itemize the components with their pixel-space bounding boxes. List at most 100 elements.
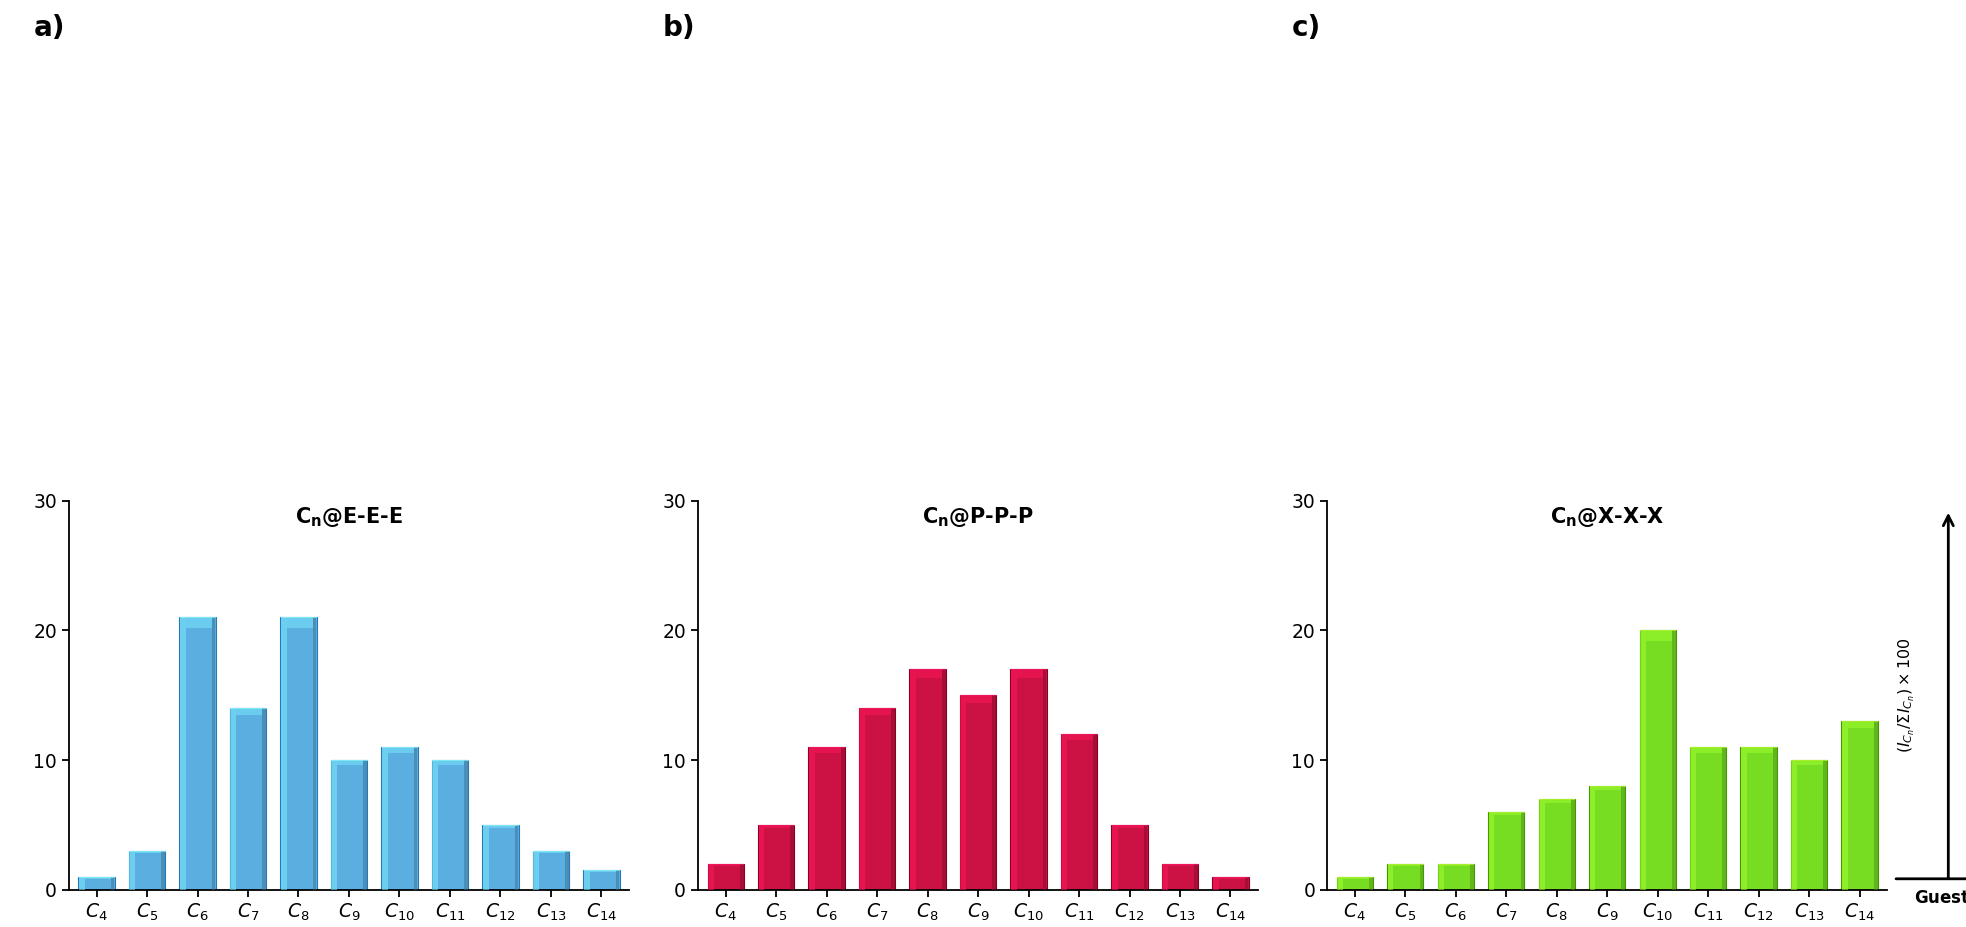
Bar — [1589, 786, 1626, 890]
Bar — [739, 864, 743, 890]
Text: $\mathbf{C_n}$@X-X-X: $\mathbf{C_n}$@X-X-X — [1549, 505, 1665, 529]
Bar — [1488, 812, 1524, 890]
Bar — [1471, 864, 1474, 890]
Bar — [79, 877, 114, 890]
Bar — [515, 825, 519, 890]
Bar — [1011, 669, 1046, 890]
Bar — [230, 708, 236, 890]
Bar — [381, 747, 387, 890]
Bar — [1062, 734, 1068, 890]
Text: $\mathbf{C_n}$@P-P-P: $\mathbf{C_n}$@P-P-P — [922, 505, 1034, 529]
Bar — [865, 708, 891, 716]
Bar — [413, 747, 417, 890]
Text: Guest ($C_n$): Guest ($C_n$) — [1915, 887, 1966, 908]
Bar — [993, 695, 997, 890]
Bar — [1671, 630, 1675, 890]
Bar — [1539, 799, 1575, 890]
Bar — [1640, 630, 1646, 890]
Bar — [859, 708, 895, 890]
Bar — [965, 695, 993, 703]
Text: b): b) — [663, 14, 696, 42]
Bar — [212, 617, 216, 890]
Bar — [1343, 877, 1368, 879]
Bar — [381, 747, 417, 890]
Bar — [1244, 877, 1248, 890]
Bar — [714, 864, 739, 866]
Bar — [1545, 799, 1571, 803]
Bar — [790, 825, 794, 890]
Text: $\mathbf{C_n}$@E-E-E: $\mathbf{C_n}$@E-E-E — [295, 505, 403, 529]
Bar — [313, 617, 317, 890]
Bar — [1011, 669, 1016, 890]
Bar — [281, 617, 317, 890]
Bar — [808, 747, 845, 890]
Bar — [230, 708, 265, 890]
Bar — [942, 669, 946, 890]
Bar — [564, 851, 568, 890]
Bar — [261, 708, 265, 890]
Text: $(I_{C_n}/\Sigma I_{C_n})\times 100$: $(I_{C_n}/\Sigma I_{C_n})\times 100$ — [1897, 638, 1917, 753]
Bar — [1337, 877, 1372, 890]
Bar — [910, 669, 916, 890]
Bar — [1062, 734, 1097, 890]
Bar — [433, 760, 438, 890]
Bar — [916, 669, 942, 679]
Bar — [1691, 747, 1726, 890]
Bar — [387, 747, 413, 753]
Bar — [910, 669, 946, 890]
Bar — [1337, 877, 1343, 890]
Bar — [1443, 864, 1471, 866]
Bar — [615, 870, 619, 890]
Bar — [1590, 786, 1594, 890]
Bar — [1117, 825, 1144, 828]
Bar — [1571, 799, 1575, 890]
Text: c): c) — [1292, 14, 1321, 42]
Bar — [464, 760, 468, 890]
Bar — [1113, 825, 1117, 890]
Bar — [179, 617, 216, 890]
Bar — [584, 870, 619, 890]
Bar — [1016, 669, 1042, 679]
Bar — [1594, 786, 1622, 790]
Bar — [708, 864, 714, 890]
Bar — [1388, 864, 1394, 890]
Bar — [1691, 747, 1697, 890]
Bar — [891, 708, 895, 890]
Bar — [814, 747, 841, 753]
Bar — [1368, 877, 1372, 890]
Bar — [433, 760, 468, 890]
Bar — [488, 825, 515, 828]
Bar — [1388, 864, 1423, 890]
Text: a): a) — [33, 14, 65, 42]
Bar — [364, 760, 368, 890]
Bar — [236, 708, 261, 716]
Bar — [584, 870, 590, 890]
Bar — [79, 877, 85, 890]
Bar — [1842, 721, 1848, 890]
Bar — [1162, 864, 1197, 890]
Bar — [1874, 721, 1878, 890]
Bar — [136, 851, 161, 853]
Bar — [1520, 812, 1524, 890]
Bar — [533, 851, 539, 890]
Bar — [539, 851, 564, 853]
Bar — [336, 760, 364, 766]
Bar — [1848, 721, 1874, 728]
Bar — [961, 695, 965, 890]
Bar — [1622, 786, 1626, 890]
Bar — [1042, 669, 1046, 890]
Bar — [1842, 721, 1878, 890]
Bar — [1791, 760, 1826, 890]
Bar — [1740, 747, 1777, 890]
Bar — [484, 825, 488, 890]
Bar — [482, 825, 519, 890]
Bar — [332, 760, 336, 890]
Bar — [1111, 825, 1148, 890]
Bar — [110, 877, 114, 890]
Bar — [759, 825, 794, 890]
Bar — [1773, 747, 1777, 890]
Bar — [1162, 864, 1168, 890]
Bar — [1539, 799, 1545, 890]
Bar — [808, 747, 814, 890]
Bar — [1437, 864, 1443, 890]
